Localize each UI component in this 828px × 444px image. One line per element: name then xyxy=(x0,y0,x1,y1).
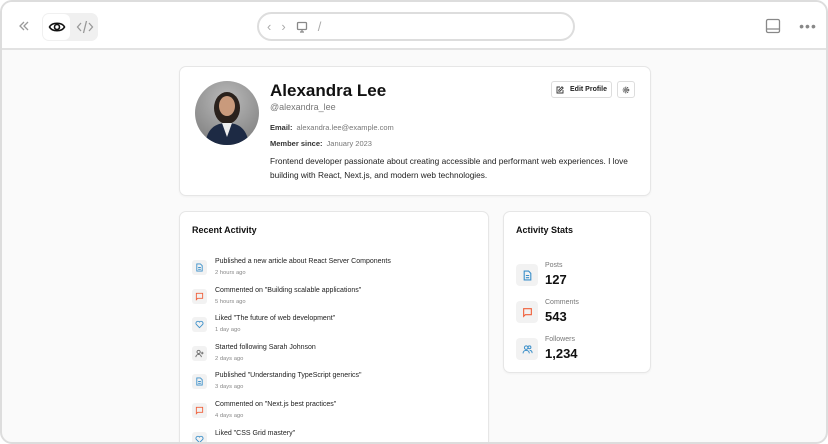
member-label: Member since: xyxy=(270,139,323,148)
stat-comments: Comments 543 xyxy=(516,299,636,331)
stat-posts: Posts 127 xyxy=(516,262,636,294)
member-row: Member since: January 2023 xyxy=(270,139,372,148)
stat-value: 127 xyxy=(545,272,567,287)
activity-time: 1 day ago xyxy=(215,327,241,334)
message-square-icon xyxy=(516,301,538,323)
stat-label: Posts xyxy=(545,262,563,269)
activity-item: Liked "CSS Grid mastery" xyxy=(192,429,472,442)
activity-item: Liked "The future of web development" 1 … xyxy=(192,315,472,337)
code-icon xyxy=(76,20,93,34)
edit-icon xyxy=(556,85,564,93)
activity-text: Liked "CSS Grid mastery" xyxy=(215,429,296,437)
activity-item: Published a new article about React Serv… xyxy=(192,258,472,280)
activity-time: 2 hours ago xyxy=(215,270,246,276)
settings-button[interactable] xyxy=(617,81,635,98)
activity-item: Commented on "Next.js best practices" 4 … xyxy=(192,401,472,423)
url-text: / xyxy=(317,19,322,34)
activity-item: Commented on "Building scalable applicat… xyxy=(192,286,472,309)
panel-bottom-icon xyxy=(765,18,781,34)
collapse-sidebar-button[interactable] xyxy=(14,16,34,36)
email-value: alexandra.lee@example.com xyxy=(296,123,394,132)
profile-handle: @alexandra_lee xyxy=(270,102,336,112)
message-square-icon xyxy=(192,288,207,304)
preview-button[interactable] xyxy=(43,14,70,40)
more-icon[interactable]: ••• xyxy=(799,18,817,34)
activity-text: Started following Sarah Johnson xyxy=(215,343,316,351)
stat-label: Followers xyxy=(545,336,575,343)
heart-icon xyxy=(192,317,207,333)
file-text-icon xyxy=(192,374,207,390)
edit-profile-label: Edit Profile xyxy=(570,86,607,93)
activity-text: Published a new article about React Serv… xyxy=(215,258,391,265)
stat-followers: Followers 1,234 xyxy=(516,336,636,368)
gear-icon xyxy=(622,86,630,93)
user-plus-icon xyxy=(192,345,207,361)
activity-time: 2 days ago xyxy=(215,355,244,362)
stat-value: 1,234 xyxy=(545,346,578,361)
activity-time: 5 hours ago xyxy=(215,298,246,305)
file-text-icon xyxy=(516,264,538,286)
forward-icon[interactable]: › xyxy=(281,19,286,34)
stat-label: Comments xyxy=(545,299,579,306)
member-value: January 2023 xyxy=(326,139,372,148)
eye-icon xyxy=(48,22,65,32)
code-button[interactable] xyxy=(72,14,97,40)
chevrons-left-icon xyxy=(19,21,29,31)
activity-text: Liked "The future of web development" xyxy=(215,315,336,323)
stat-value: 543 xyxy=(545,309,567,324)
recent-activity-title: Recent Activity xyxy=(192,225,257,235)
activity-text: Commented on "Building scalable applicat… xyxy=(215,286,362,294)
address-bar[interactable]: ‹ › / xyxy=(257,12,575,41)
profile-card: Alexandra Lee @alexandra_lee Email: alexa… xyxy=(179,66,651,196)
panel-toggle-button[interactable] xyxy=(764,17,782,35)
activity-stats-card: Activity Stats Posts 127 Comments 543 Fo… xyxy=(503,211,651,373)
activity-item: Published "Understanding TypeScript gene… xyxy=(192,372,472,394)
view-toggle xyxy=(42,13,98,41)
back-icon[interactable]: ‹ xyxy=(267,19,272,34)
file-text-icon xyxy=(192,260,207,275)
recent-activity-card: Recent Activity Published a new article … xyxy=(179,211,489,442)
activity-time: 3 days ago xyxy=(215,384,244,391)
avatar xyxy=(195,81,259,145)
email-row: Email: alexandra.lee@example.com xyxy=(270,123,394,132)
message-square-icon xyxy=(192,403,207,418)
edit-profile-button[interactable]: Edit Profile xyxy=(551,81,612,98)
toolbar: ‹ › / ••• xyxy=(2,2,826,50)
activity-time: 4 days ago xyxy=(215,413,244,419)
profile-bio: Frontend developer passionate about crea… xyxy=(270,156,628,180)
activity-text: Published "Understanding TypeScript gene… xyxy=(215,372,362,380)
heart-icon xyxy=(192,431,207,442)
activity-text: Commented on "Next.js best practices" xyxy=(215,401,337,408)
activity-item: Started following Sarah Johnson 2 days a… xyxy=(192,343,472,366)
users-icon xyxy=(516,338,538,360)
monitor-icon xyxy=(296,21,307,33)
email-label: Email: xyxy=(270,123,293,132)
profile-name: Alexandra Lee xyxy=(270,81,387,100)
activity-stats-title: Activity Stats xyxy=(516,225,574,235)
